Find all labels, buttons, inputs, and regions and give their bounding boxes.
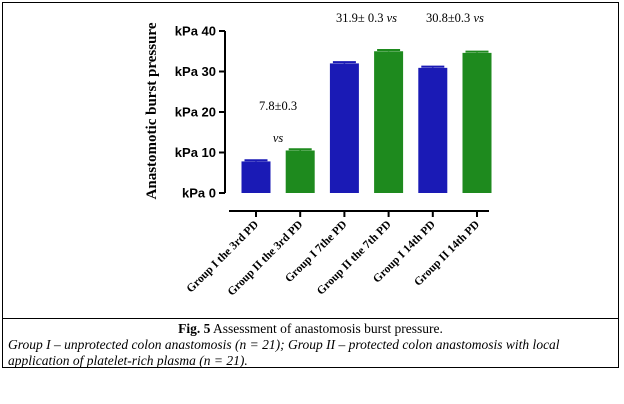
annotation-vs: vs: [473, 11, 484, 25]
y-tick-label: kPa 40: [175, 24, 216, 39]
annotation-vs: vs: [387, 11, 398, 25]
y-tick-label: kPa 30: [175, 64, 216, 79]
y-axis: kPa 0 kPa 10 kPa 20 kPa 30 kPa 40: [175, 24, 226, 201]
y-tick-label: kPa 10: [175, 145, 216, 160]
bar: [285, 150, 315, 193]
bars: [241, 49, 492, 194]
bar-chart: kPa 0 kPa 10 kPa 20 kPa 30 kPa 40 Group I th…: [144, 11, 492, 299]
x-tick-label: Group II the 3rd PD: [226, 219, 306, 299]
caption-legend: Group I – unprotected colon anastomosis …: [8, 337, 560, 368]
caption-title-line: Fig. 5 Assessment of anastomosis burst p…: [3, 321, 618, 337]
y-tick-label: kPa 20: [175, 105, 216, 120]
annotation-comparison: 31.9± 0.3 vs: [336, 11, 397, 25]
x-tick-label: Group II the 7th PD: [315, 219, 394, 298]
x-tick-label: Group I the 3rd PD: [185, 219, 262, 296]
annotation-value: 31.9± 0.3: [336, 11, 387, 25]
bar: [329, 63, 359, 194]
bar: [241, 161, 271, 193]
y-tick-label: kPa 0: [182, 186, 216, 201]
annotation-value: 30.8±0.3: [426, 11, 474, 25]
annotation-vs: vs: [273, 131, 284, 145]
caption-title: Assessment of anastomosis burst pressure…: [213, 321, 443, 336]
y-axis-label: Anastomotic burst pressure: [144, 22, 160, 199]
bar: [418, 67, 448, 193]
annotation-comparison: 30.8±0.3 vs: [426, 11, 484, 25]
figure-number: Fig. 5: [178, 321, 211, 336]
annotation-value: 7.8±0.3: [259, 99, 297, 113]
bar: [462, 52, 492, 194]
figure-caption: Fig. 5 Assessment of anastomosis burst p…: [3, 318, 618, 369]
bar: [374, 51, 404, 193]
figure-frame: kPa 0 kPa 10 kPa 20 kPa 30 kPa 40 Group I th…: [2, 2, 619, 368]
